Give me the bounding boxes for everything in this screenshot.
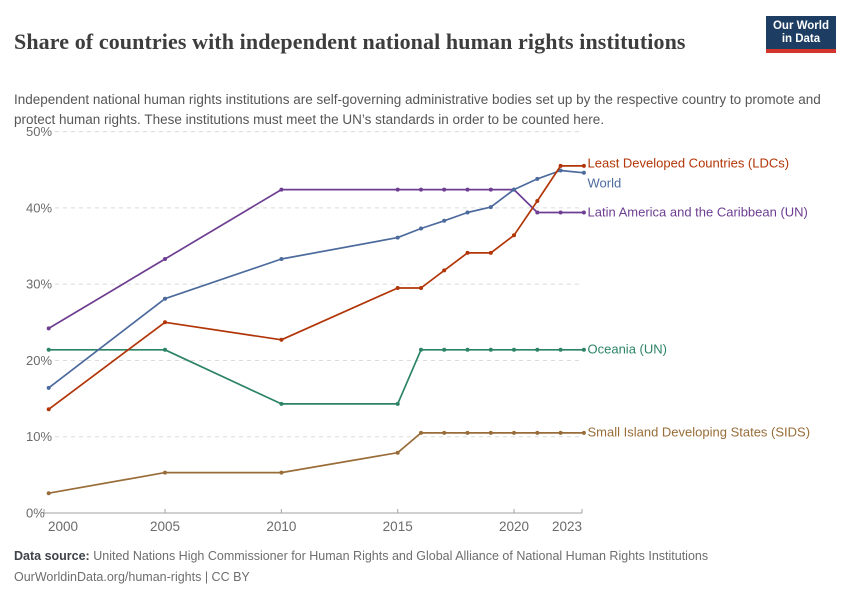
- series-point-world-2017: [442, 218, 447, 223]
- data-source-line: Data source: United Nations High Commiss…: [14, 546, 838, 567]
- series-point-least-developed-countries-ldcs-2016: [419, 286, 423, 290]
- series-point-world-2020: [512, 187, 516, 192]
- series-point-oceania-un-2000: [46, 347, 51, 352]
- series-point-oceania-un-2015: [395, 401, 400, 406]
- legend-label-latin-america-and-the-caribbean-un[interactable]: Latin America and the Caribbean (UN): [588, 205, 808, 220]
- series-point-world-2022: [558, 168, 563, 173]
- data-source-label: Data source:: [14, 549, 90, 563]
- chart-footer: Data source: United Nations High Commiss…: [14, 546, 838, 588]
- series-point-small-island-developing-states-sids-2017: [442, 430, 447, 435]
- x-axis-label-2000: 2000: [48, 519, 78, 534]
- series-point-latin-america-and-the-caribbean-un-2019: [488, 187, 493, 192]
- y-axis-label-20: 20%: [26, 353, 52, 368]
- series-point-world-2023: [581, 170, 586, 175]
- series-point-small-island-developing-states-sids-2010: [279, 470, 284, 475]
- owid-logo-line1: Our World: [772, 20, 829, 32]
- series-point-least-developed-countries-ldcs-2005: [163, 320, 167, 325]
- series-point-latin-america-and-the-caribbean-un-2010: [279, 187, 284, 192]
- series-point-oceania-un-2022: [558, 347, 563, 352]
- series-point-least-developed-countries-ldcs-2017: [442, 268, 447, 273]
- series-point-small-island-developing-states-sids-2015: [395, 450, 400, 455]
- series-point-oceania-un-2021: [535, 347, 540, 352]
- series-point-least-developed-countries-ldcs-2019: [488, 250, 493, 255]
- series-point-small-island-developing-states-sids-2000: [46, 491, 51, 496]
- series-point-oceania-un-2005: [163, 347, 167, 352]
- series-point-small-island-developing-states-sids-2022: [558, 430, 563, 435]
- legend-label-small-island-developing-states-sids[interactable]: Small Island Developing States (SIDS): [588, 425, 811, 440]
- series-point-least-developed-countries-ldcs-2022: [558, 163, 563, 168]
- series-point-least-developed-countries-ldcs-2018: [465, 250, 470, 255]
- y-axis-label-0: 0%: [26, 506, 45, 521]
- y-axis-label-50: 50%: [26, 124, 52, 139]
- series-point-world-2019: [488, 205, 493, 210]
- series-line-world: [47, 169, 585, 389]
- page-title: Share of countries with independent nati…: [14, 28, 686, 54]
- owid-logo-line2: in Data: [781, 33, 821, 45]
- series-point-oceania-un-2023: [581, 347, 586, 352]
- legend-label-world[interactable]: World: [588, 176, 622, 191]
- series-point-latin-america-and-the-caribbean-un-2022: [558, 210, 563, 215]
- x-axis-label-2005: 2005: [150, 519, 180, 534]
- series-point-world-2010: [279, 257, 284, 261]
- series-point-oceania-un-2018: [465, 347, 470, 352]
- series-point-latin-america-and-the-caribbean-un-2023: [581, 210, 586, 215]
- y-axis-label-30: 30%: [26, 277, 52, 292]
- series-point-small-island-developing-states-sids-2005: [163, 470, 167, 475]
- series-point-world-2021: [535, 176, 540, 181]
- series-point-latin-america-and-the-caribbean-un-2016: [419, 187, 423, 192]
- series-line-small-island-developing-states-sids: [47, 432, 585, 495]
- y-axis-label-10: 10%: [26, 429, 52, 444]
- x-axis-label-2010: 2010: [266, 519, 296, 534]
- series-point-small-island-developing-states-sids-2023: [581, 430, 586, 435]
- series-point-latin-america-and-the-caribbean-un-2021: [535, 210, 540, 215]
- series-point-oceania-un-2020: [512, 347, 516, 352]
- series-point-latin-america-and-the-caribbean-un-2017: [442, 187, 447, 192]
- attribution-line: OurWorldinData.org/human-rights | CC BY: [14, 570, 250, 584]
- series-point-least-developed-countries-ldcs-2023: [581, 163, 586, 168]
- data-source-text: United Nations High Commissioner for Hum…: [93, 549, 709, 563]
- series-point-oceania-un-2017: [442, 347, 447, 352]
- series-point-small-island-developing-states-sids-2016: [419, 430, 423, 435]
- series-point-least-developed-countries-ldcs-2015: [395, 286, 400, 290]
- x-axis-label-2020: 2020: [499, 519, 529, 534]
- series-point-least-developed-countries-ldcs-2021: [535, 199, 540, 203]
- series-point-small-island-developing-states-sids-2019: [488, 430, 493, 435]
- series-point-least-developed-countries-ldcs-2020: [512, 233, 516, 238]
- legend-label-oceania-un[interactable]: Oceania (UN): [588, 342, 667, 357]
- series-point-world-2016: [419, 226, 423, 231]
- series-point-small-island-developing-states-sids-2018: [465, 430, 470, 435]
- series-point-oceania-un-2016: [419, 347, 423, 352]
- y-axis-label-40: 40%: [26, 200, 52, 215]
- series-point-world-2000: [46, 385, 51, 390]
- series-point-oceania-un-2010: [279, 401, 284, 406]
- series-point-small-island-developing-states-sids-2021: [535, 430, 540, 435]
- series-point-world-2015: [395, 235, 400, 240]
- series-point-small-island-developing-states-sids-2020: [512, 430, 516, 435]
- series-point-least-developed-countries-ldcs-2000: [46, 407, 51, 412]
- series-line-oceania-un: [47, 348, 585, 405]
- series-point-latin-america-and-the-caribbean-un-2005: [163, 257, 167, 261]
- legend-label-least-developed-countries-ldcs[interactable]: Least Developed Countries (LDCs): [588, 156, 790, 171]
- series-point-latin-america-and-the-caribbean-un-2015: [395, 187, 400, 192]
- owid-logo[interactable]: Our World in Data: [765, 16, 836, 53]
- series-point-latin-america-and-the-caribbean-un-2018: [465, 187, 470, 192]
- series-point-world-2018: [465, 210, 470, 215]
- series-line-latin-america-and-the-caribbean-un: [47, 188, 585, 330]
- series-point-latin-america-and-the-caribbean-un-2000: [46, 326, 51, 331]
- x-axis-label-2015: 2015: [383, 519, 413, 534]
- series-point-world-2005: [163, 296, 167, 301]
- chart-subtitle: Independent national human rights instit…: [14, 91, 821, 127]
- series-line-least-developed-countries-ldcs: [47, 165, 585, 411]
- series-point-least-developed-countries-ldcs-2010: [279, 337, 284, 342]
- x-axis-label-2023: 2023: [552, 519, 582, 534]
- series-point-oceania-un-2019: [488, 347, 493, 352]
